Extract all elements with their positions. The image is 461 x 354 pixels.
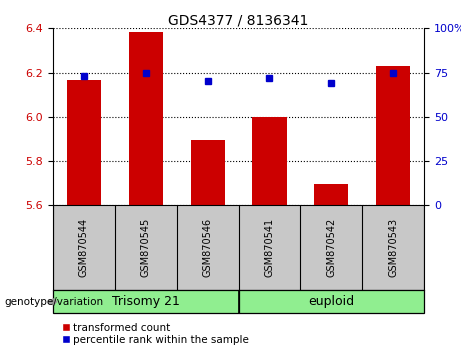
Bar xyxy=(53,290,239,313)
Text: GSM870546: GSM870546 xyxy=(203,218,213,278)
Text: GSM870542: GSM870542 xyxy=(326,218,337,278)
Bar xyxy=(191,140,225,205)
Text: GSM870545: GSM870545 xyxy=(141,218,151,278)
Text: genotype/variation: genotype/variation xyxy=(5,297,104,307)
Text: euploid: euploid xyxy=(308,295,355,308)
Text: GSM870541: GSM870541 xyxy=(265,218,274,278)
Bar xyxy=(129,32,163,205)
Title: GDS4377 / 8136341: GDS4377 / 8136341 xyxy=(168,13,309,27)
Text: GSM870543: GSM870543 xyxy=(388,218,398,278)
Bar xyxy=(314,184,349,205)
Text: GSM870544: GSM870544 xyxy=(79,218,89,278)
Bar xyxy=(376,66,410,205)
Bar xyxy=(67,80,101,205)
Bar xyxy=(253,117,286,205)
Bar xyxy=(239,290,424,313)
Text: Trisomy 21: Trisomy 21 xyxy=(112,295,180,308)
Legend: transformed count, percentile rank within the sample: transformed count, percentile rank withi… xyxy=(58,318,253,349)
